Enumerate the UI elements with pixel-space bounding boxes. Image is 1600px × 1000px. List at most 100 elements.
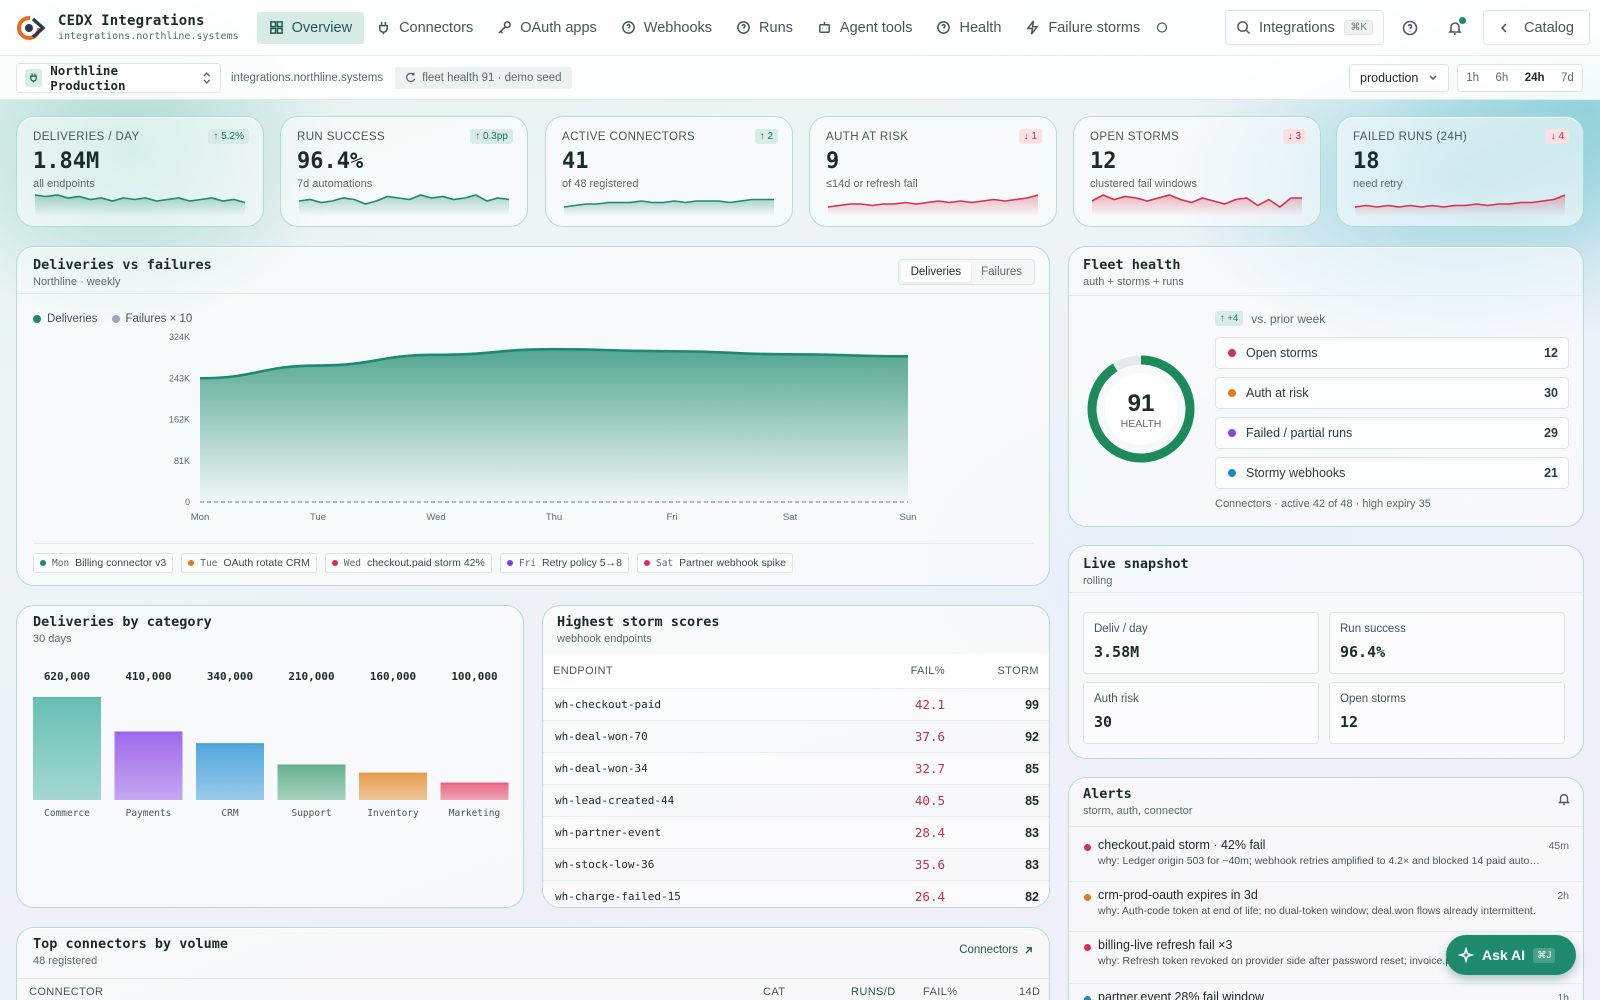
nav-connectors[interactable]: Connectors [364, 12, 485, 44]
table-row[interactable]: wh-charge-failed-15 26.4 82 [543, 880, 1049, 907]
ask-ai-button[interactable]: Ask AI ⌘J [1446, 935, 1576, 975]
seed-chip[interactable]: fleet health 91 · demo seed [395, 66, 572, 89]
table-row[interactable]: wh-deal-won-70 37.6 92 [543, 720, 1049, 752]
alert-item[interactable]: partner.event 28% fail window 1h [1069, 983, 1583, 1000]
endpoint-name: wh-stock-low-36 [555, 858, 655, 871]
workspace-select[interactable]: Northline Production [16, 62, 221, 93]
deliveries-chart-card: Deliveries vs failures Northline · weekl… [16, 246, 1050, 586]
kpi-card-open-storms[interactable]: Open storms 12 clustered fail windows ↓ 3 [1073, 116, 1321, 227]
table-row[interactable]: wh-lead-created-44 40.5 85 [543, 784, 1049, 816]
col-storm[interactable]: Storm [997, 665, 1039, 677]
nav-runs[interactable]: Runs [724, 12, 805, 44]
notifications-button[interactable] [1441, 14, 1469, 42]
table-row[interactable]: wh-checkout-paid 42.1 99 [543, 688, 1049, 720]
card-title: Deliveries by category [33, 614, 212, 630]
table-row[interactable]: wh-stock-low-36 35.6 83 [543, 848, 1049, 880]
nav-webhooks[interactable]: Webhooks [609, 12, 724, 44]
search-box[interactable]: Integrations ⌘K [1225, 10, 1384, 45]
toggle-deliveries[interactable]: Deliveries [900, 262, 972, 282]
annotation-chip[interactable]: Fri Retry policy 5→8 [499, 553, 629, 573]
catalog-button[interactable]: Catalog [1483, 10, 1590, 45]
nav-agent-tools[interactable]: Agent tools [805, 12, 925, 44]
nav-failure-storms[interactable]: Failure storms [1013, 12, 1152, 44]
fleet-item-value: 30 [1544, 386, 1558, 400]
snapshot-label: Run success [1340, 623, 1406, 635]
col-fail[interactable]: Fail% [910, 665, 945, 677]
deliveries-area-chart: 0 81K 162K 243K 324K Mon Tue Wed Thu Fri Sat Sun [169, 332, 916, 523]
divider [1069, 826, 1583, 827]
divider [1069, 931, 1583, 932]
alert-time: 2h [1557, 890, 1569, 902]
x-tick-label: Thu [546, 512, 562, 523]
bar[interactable] [196, 744, 264, 800]
annotation-chip[interactable]: Tue OAuth rotate CRM [181, 553, 317, 573]
help-button[interactable] [1396, 14, 1424, 42]
alerts-bell-button[interactable] [1557, 792, 1571, 811]
range-24h[interactable]: 24h [1524, 72, 1545, 84]
nav-overview[interactable]: Overview [256, 11, 365, 44]
table-row[interactable]: wh-deal-won-34 32.7 85 [543, 752, 1049, 784]
col-fail[interactable]: Fail% [923, 986, 958, 998]
alerts-card: Alerts storm, auth, connector checkout.p… [1068, 777, 1584, 1000]
range-6h[interactable]: 6h [1495, 72, 1509, 84]
alert-title: crm-prod-oauth expires in 3d [1098, 888, 1258, 902]
refresh-icon [406, 72, 416, 83]
col-category[interactable]: Cat [763, 986, 786, 998]
fleet-item[interactable]: Open storms 12 [1215, 337, 1569, 369]
kpi-card-failed-runs[interactable]: Failed runs (24h) 18 need retry ↓ 4 [1336, 116, 1584, 227]
nav-label: Health [959, 19, 1002, 36]
fleet-item-value: 29 [1544, 426, 1558, 440]
col-runs[interactable]: Runs/D [851, 986, 896, 998]
connectors-link[interactable]: Connectors [959, 944, 1033, 956]
kpi-card-run-success[interactable]: Run success 96.4% 7d automations ↑ 0.3pp [280, 116, 528, 227]
bar[interactable] [277, 765, 346, 800]
arrow-down-icon: ↓ [1550, 131, 1559, 142]
kpi-card-auth-at-risk[interactable]: Auth at risk 9 ≤14d or refresh fail ↓ 1 [809, 116, 1057, 227]
fleet-item-label: Stormy webhooks [1246, 466, 1346, 480]
nav-overflow[interactable] [1152, 12, 1172, 44]
fail-percent: 32.7 [914, 761, 945, 776]
storm-score: 83 [1025, 857, 1039, 872]
nav-health[interactable]: Health [924, 12, 1013, 44]
category-chart-card: Deliveries by category 30 days 620,000 Co… [16, 605, 524, 908]
bar-value-label: 100,000 [451, 670, 497, 683]
col-14d[interactable]: 14D [1019, 986, 1041, 998]
bar[interactable] [359, 773, 427, 800]
gauge-center [1105, 373, 1177, 445]
app-logo[interactable] [16, 13, 46, 43]
bar[interactable] [33, 698, 101, 800]
search-shortcut: ⌘K [1344, 20, 1373, 35]
annotation-chip[interactable]: Wed checkout.paid storm 42% [324, 553, 492, 573]
col-connector[interactable]: Connector [29, 986, 104, 998]
kpi-card-deliveries[interactable]: Deliveries / day 1.84M all endpoints ↑ 5.2% [16, 116, 264, 227]
nav-oauth-apps[interactable]: OAuth apps [485, 12, 609, 44]
webhook-icon [621, 21, 635, 34]
col-endpoint[interactable]: Endpoint [553, 665, 614, 677]
x-tick-label: Wed [426, 512, 445, 523]
context-bar: Northline Production integrations.northl… [0, 56, 1600, 100]
annotation-text: checkout.paid storm 42% [366, 557, 485, 569]
fleet-item[interactable]: Auth at risk 30 [1215, 377, 1569, 409]
fleet-item[interactable]: Stormy webhooks 21 [1215, 457, 1569, 489]
annotation-chip[interactable]: Sat Partner webhook spike [636, 553, 793, 573]
alert-item[interactable]: checkout.paid storm · 42% fail why: Ledge… [1069, 838, 1583, 867]
bar[interactable] [114, 732, 183, 800]
kpi-card-active-connectors[interactable]: Active connectors 41 of 48 registered ↑ 2 [545, 116, 793, 227]
bar-category-label: Commerce [44, 808, 90, 819]
card-title: Deliveries vs failures [33, 257, 212, 273]
toggle-failures[interactable]: Failures [981, 266, 1022, 278]
bar[interactable] [440, 783, 509, 800]
kpi-value: 1.84M [33, 149, 100, 174]
table-row[interactable]: wh-partner-event 28.4 83 [543, 816, 1049, 848]
kpi-value: 18 [1353, 149, 1380, 174]
environment-select[interactable]: production [1349, 64, 1449, 92]
fleet-item[interactable]: Failed / partial runs 29 [1215, 417, 1569, 449]
range-1h[interactable]: 1h [1466, 72, 1480, 84]
endpoint-name: wh-checkout-paid [555, 698, 661, 711]
fleet-item-label: Failed / partial runs [1246, 426, 1353, 440]
range-7d[interactable]: 7d [1560, 72, 1574, 84]
x-tick-label: Fri [666, 512, 677, 523]
alert-item[interactable]: billing-live refresh fail ×3 why: Refresh… [1069, 931, 1583, 967]
alert-item[interactable]: crm-prod-oauth expires in 3d why: Auth-co… [1069, 881, 1583, 917]
annotation-chip[interactable]: Mon Billing connector v3 [33, 553, 174, 573]
